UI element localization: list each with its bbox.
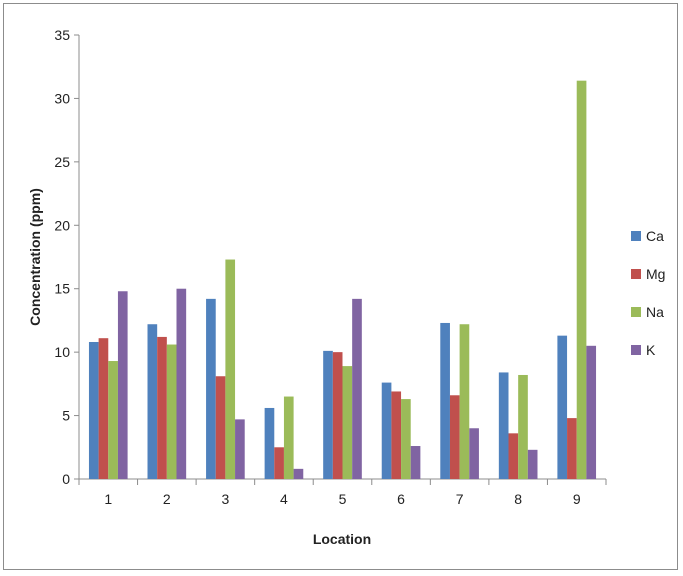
- x-axis-title: Location: [313, 531, 371, 547]
- bar-ca-3: [206, 298, 216, 479]
- y-axis-title: Concentration (ppm): [27, 188, 43, 326]
- y-tick-label: 10: [54, 344, 70, 360]
- bar-k-4: [293, 468, 304, 479]
- x-tick-label: 8: [514, 491, 522, 507]
- bar-na-3: [225, 259, 236, 479]
- bar-mg-3: [215, 376, 226, 479]
- bar-ca-5: [323, 350, 333, 479]
- x-tick-label: 7: [456, 491, 464, 507]
- bar-ca-6: [381, 382, 392, 479]
- x-tick-label: 2: [163, 491, 171, 507]
- bar-na-6: [401, 399, 411, 479]
- bar-na-9: [576, 80, 587, 479]
- y-tick-label: 30: [54, 90, 70, 106]
- bar-k-9: [586, 345, 597, 479]
- bar-mg-1: [98, 338, 109, 479]
- bar-mg-6: [391, 391, 402, 479]
- legend-label-mg: Mg: [646, 266, 665, 282]
- legend-label-k: K: [646, 342, 656, 358]
- legend-swatch-mg: [631, 269, 641, 279]
- legend-label-ca: Ca: [646, 228, 664, 244]
- bar-mg-4: [274, 447, 284, 479]
- bar-k-5: [352, 298, 362, 479]
- bar-k-3: [235, 419, 245, 479]
- bar-k-1: [117, 291, 128, 479]
- bar-na-8: [518, 374, 528, 479]
- x-tick-label: 1: [104, 491, 112, 507]
- y-tick-label: 25: [54, 154, 70, 170]
- bar-mg-5: [332, 352, 343, 479]
- y-tick-label: 0: [62, 471, 70, 487]
- x-tick-label: 3: [221, 491, 229, 507]
- legend-swatch-k: [631, 345, 641, 355]
- y-tick-label: 35: [54, 27, 70, 43]
- x-axis-ticks: 1 2 3 4 5 6 7 8 9: [78, 479, 607, 507]
- bar-ca-9: [557, 335, 568, 479]
- bar-mg-9: [567, 418, 577, 479]
- y-axis-ticks: 0 5 10 15 20 25 30 35: [54, 27, 79, 487]
- y-tick-label: 20: [54, 217, 70, 233]
- bar-na-7: [459, 324, 470, 479]
- x-tick-label: 5: [339, 491, 347, 507]
- bar-mg-2: [157, 336, 167, 479]
- bar-chart: 0 5 10 15 20 25 30 35 1 2 3 4 5 6 7 8 9 Concentration (…: [27, 27, 665, 547]
- y-tick-label: 15: [54, 281, 70, 297]
- x-tick-label: 4: [280, 491, 288, 507]
- bar-ca-7: [440, 322, 450, 479]
- bar-ca-2: [147, 324, 158, 479]
- bar-mg-8: [508, 433, 519, 479]
- bar-k-6: [410, 446, 421, 479]
- bar-k-2: [176, 288, 187, 479]
- x-tick-label: 9: [573, 491, 581, 507]
- y-tick-label: 5: [62, 408, 70, 424]
- bar-na-4: [283, 396, 294, 479]
- bar-ca-8: [498, 372, 509, 479]
- legend-swatch-na: [631, 307, 641, 317]
- bar-k-8: [527, 449, 538, 479]
- bar-mg-7: [449, 395, 460, 479]
- bar-ca-4: [264, 407, 275, 479]
- legend-swatch-ca: [631, 231, 641, 241]
- x-tick-label: 6: [397, 491, 405, 507]
- bar-na-1: [108, 361, 118, 479]
- bar-k-7: [469, 428, 479, 479]
- legend: Ca Mg Na K: [631, 228, 665, 358]
- legend-label-na: Na: [646, 304, 664, 320]
- bar-ca-1: [88, 341, 99, 479]
- bar-series-group: [88, 80, 597, 479]
- chart-frame: 0 5 10 15 20 25 30 35 1 2 3 4 5 6 7 8 9 Concentration (…: [3, 3, 678, 570]
- bar-na-5: [342, 366, 353, 479]
- bar-na-2: [166, 344, 177, 479]
